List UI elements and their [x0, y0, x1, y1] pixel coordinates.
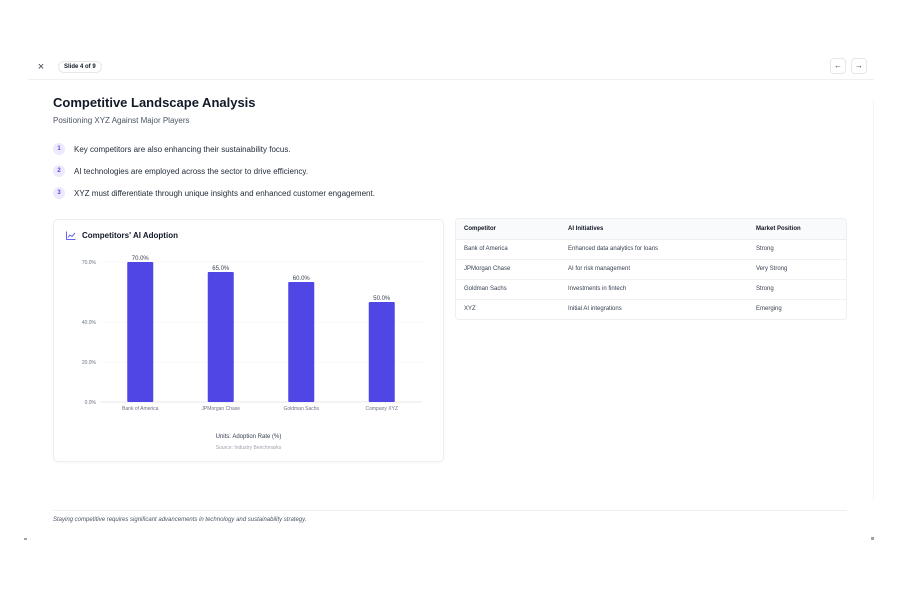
- bar-data-label: 65.0%: [212, 266, 230, 272]
- column-header: Market Position: [748, 219, 846, 240]
- column-header: Competitor: [456, 219, 560, 240]
- table-cell: Emerging: [756, 306, 782, 313]
- key-point: 1 Key competitors are also enhancing the…: [53, 138, 375, 160]
- bar: [288, 282, 315, 402]
- x-tick-label: Company XYZ: [365, 406, 398, 412]
- bar-data-label: 60.0%: [293, 276, 311, 282]
- table-cell: Goldman Sachs: [456, 279, 560, 300]
- slide-title: Competitive Landscape Analysis: [53, 95, 256, 110]
- column-header: AI Initiatives: [560, 219, 748, 240]
- key-point: 2 AI technologies are employed across th…: [53, 160, 375, 182]
- point-text: XYZ must differentiate through unique in…: [74, 188, 375, 198]
- table-cell: Bank of America: [456, 239, 560, 260]
- table-cell: Initial AI integrations: [568, 306, 622, 313]
- slide-content: Competitive Landscape Analysis Positioni…: [28, 80, 874, 540]
- table-cell: Strong: [748, 279, 846, 300]
- table-row: XYZ Initial AI integrations Emerging: [456, 299, 846, 319]
- point-text: AI technologies are employed across the …: [74, 166, 309, 176]
- chart-title: Competitors' AI Adoption: [82, 231, 178, 240]
- y-tick-label: 70.0%: [82, 260, 97, 266]
- table-cell: Very Strong: [748, 259, 846, 280]
- slide-edge: [873, 100, 874, 500]
- bar: [368, 302, 395, 402]
- bar-data-label: 70.0%: [132, 256, 150, 262]
- slide-topbar: × Slide 4 of 9 ← →: [28, 58, 874, 80]
- table-cell: JPMorgan Chase: [456, 259, 560, 280]
- point-number-badge: 2: [53, 165, 65, 177]
- competitor-table: Competitor AI Initiatives Market Positio…: [456, 219, 846, 319]
- table-cell: Investments in fintech: [560, 279, 748, 300]
- slide-subtitle: Positioning XYZ Against Major Players: [53, 116, 190, 125]
- chart-source-label: Source: Industry Benchmarks: [215, 445, 282, 451]
- adoption-bar-chart: 0.0% 20.0% 40.0% 70.0% 70.0% Bank of America 6…: [82, 256, 422, 412]
- slide-footer-note: Staying competitive requires significant…: [53, 517, 307, 523]
- point-number-badge: 1: [53, 143, 65, 155]
- resize-corner-left: [24, 538, 27, 540]
- key-points-list: 1 Key competitors are also enhancing the…: [53, 138, 375, 204]
- resize-corner-right[interactable]: [871, 537, 874, 540]
- table-cell: Strong: [748, 239, 846, 260]
- previous-slide-button[interactable]: ←: [830, 58, 846, 74]
- y-tick-label: 40.0%: [82, 320, 97, 326]
- next-slide-button[interactable]: →: [851, 58, 867, 74]
- bar: [127, 262, 154, 402]
- point-text: Key competitors are also enhancing their…: [74, 144, 291, 154]
- y-tick-label: 0.0%: [85, 400, 97, 406]
- slide-indicator: Slide 4 of 9: [58, 61, 102, 73]
- chart-line-icon: [66, 231, 76, 240]
- close-icon[interactable]: ×: [37, 61, 45, 73]
- point-number-badge: 3: [53, 187, 65, 199]
- x-tick-label: JPMorgan Chase: [201, 406, 240, 412]
- key-point: 3 XYZ must differentiate through unique …: [53, 182, 375, 204]
- bar: [207, 272, 234, 402]
- table-cell: XYZ: [464, 306, 476, 313]
- table-cell: Enhanced data analytics for loans: [560, 239, 748, 260]
- table-header-row: Competitor AI Initiatives Market Positio…: [456, 219, 846, 240]
- footer-divider: [53, 510, 847, 511]
- chart-units-label: Units: Adoption Rate (%): [215, 434, 282, 440]
- x-tick-label: Bank of America: [122, 406, 159, 412]
- competitor-table-card: Competitor AI Initiatives Market Positio…: [455, 218, 847, 320]
- bar-data-label: 50.0%: [373, 296, 391, 302]
- table-row: JPMorgan Chase AI for risk management Ve…: [456, 259, 846, 280]
- y-tick-label: 20.0%: [82, 360, 97, 366]
- chart-header: Competitors' AI Adoption: [66, 231, 178, 240]
- chart-card: Competitors' AI Adoption 0.0% 20.0% 40.0% 7…: [53, 219, 444, 462]
- table-cell: AI for risk management: [560, 259, 748, 280]
- table-row: Bank of America Enhanced data analytics …: [456, 239, 846, 260]
- table-row: Goldman Sachs Investments in fintech Str…: [456, 279, 846, 300]
- x-tick-label: Goldman Sachs: [283, 406, 319, 412]
